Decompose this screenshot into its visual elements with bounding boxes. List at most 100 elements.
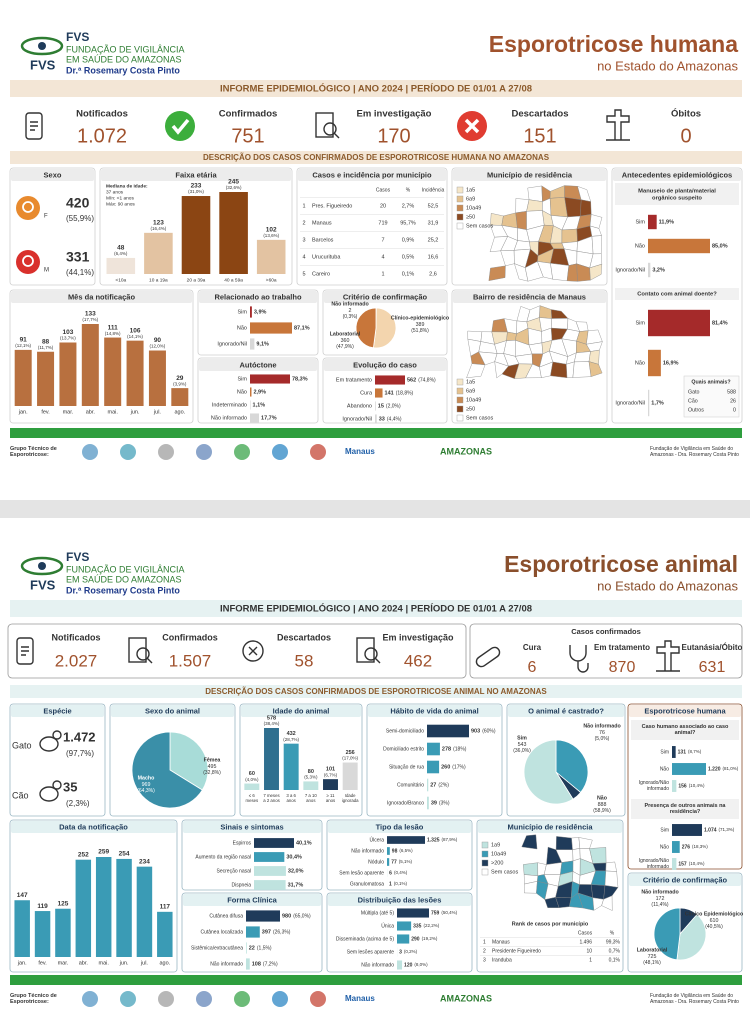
panel-title: Antecedentes epidemiológicos: [622, 170, 732, 179]
percent-label: (14,1%): [127, 334, 143, 339]
panel-title: Município de residência: [507, 822, 593, 831]
footer-fvs: Fundação de Vigilância em Saúde do Amazon…: [650, 446, 739, 458]
percent-label: (0,1%): [394, 881, 408, 886]
panel: [322, 357, 448, 424]
table-cell: 7: [381, 237, 384, 243]
map-region: [550, 361, 568, 378]
kpi-value: 6: [528, 659, 537, 676]
bar: [672, 841, 680, 853]
bar: [104, 337, 122, 406]
slice-label: Clínico-epidemiológico: [391, 315, 450, 321]
table-cell: 52,5: [428, 203, 439, 209]
percent-label: (71,3%): [719, 827, 735, 832]
kpi-value: 1.072: [77, 125, 127, 147]
value-label: 9,1%: [256, 341, 269, 347]
bar-label: Cutânea localizada: [200, 929, 243, 935]
banner: [10, 80, 742, 97]
percent-label: (40,5%): [705, 924, 723, 930]
table-header: %: [406, 187, 411, 193]
panel-header: [613, 169, 741, 181]
panel-header: [183, 894, 321, 906]
value-label: 123: [153, 220, 164, 227]
value-label: 276: [682, 844, 691, 850]
category-label: abr.: [79, 960, 89, 966]
legend-swatch: [456, 195, 464, 203]
pie-slice: [523, 739, 574, 805]
percent-label: (65,0%): [293, 913, 311, 919]
category-label: ≤ 6 meses: [246, 793, 259, 803]
panel-title: Espécie: [43, 706, 71, 715]
logo-pupil: [38, 562, 46, 570]
org-name: FUNDAÇÃO DE VIGILÂNCIA: [66, 44, 185, 54]
bar-label: Abandono: [347, 403, 372, 409]
table-cell: Manaus: [312, 220, 332, 226]
value-label: 578: [267, 715, 276, 721]
panel: [9, 289, 194, 424]
bar: [387, 836, 425, 844]
panel-header: [241, 705, 361, 717]
icon: [242, 640, 264, 662]
value-label: 32,0%: [288, 868, 304, 874]
icon: [30, 121, 38, 131]
bar: [427, 796, 429, 810]
banner-text: INFORME EPIDEMIOLÓGICO | ANO 2024 | PERÍ…: [220, 603, 532, 615]
bar-label: Não informado: [211, 415, 247, 421]
map-region: [466, 363, 486, 379]
value-label: 360: [341, 338, 350, 344]
icon: [606, 109, 630, 141]
species-value: 1.472: [63, 729, 96, 744]
bar: [256, 239, 286, 274]
bar: [264, 728, 279, 790]
value-label: 290: [411, 936, 420, 942]
bar: [387, 858, 390, 866]
bar-label: Sistêmica/extracutânea: [191, 945, 243, 951]
bar-label: Dispneia: [232, 882, 252, 888]
legend-label: 10a49: [466, 397, 481, 403]
percent-label: (58,9%): [593, 808, 611, 814]
map-region: [580, 199, 592, 217]
value-label: 1: [389, 881, 392, 887]
legend-swatch: [456, 387, 464, 395]
panel-title: Evolução do caso: [353, 360, 417, 369]
bar-label: Úlcera: [370, 836, 385, 843]
value-label: 147: [17, 892, 28, 899]
value-label: 17,7%: [261, 415, 277, 421]
section-title: DESCRIÇÃO DOS CASOS CONFIRMADOS DE ESPOR…: [203, 153, 550, 162]
kpi-label: Notificados: [76, 109, 128, 120]
partner-logo: [82, 991, 98, 1007]
kpi-label: Em investigação: [357, 109, 432, 120]
map-region: [591, 235, 602, 255]
age-note: 37 anos: [106, 189, 124, 195]
panel-header: [453, 291, 606, 303]
panel-header: [11, 291, 192, 303]
panel-header: [11, 169, 94, 181]
org-person: Dr.ª Rosemary Costa Pinto: [66, 585, 180, 595]
bar: [427, 724, 469, 738]
panel-header: [629, 705, 741, 717]
logo-pupil: [38, 42, 46, 50]
page-subtitle: no Estado do Amazonas: [597, 58, 738, 73]
value-label: 389: [416, 322, 425, 328]
bar-label: Ignorado/Nil: [342, 416, 372, 422]
value-label: 48: [117, 245, 125, 252]
percent-label: (7,2%): [263, 961, 278, 967]
kpi-box: [7, 623, 467, 679]
percent-label: (2%): [438, 782, 449, 788]
table-cell: 10: [586, 948, 592, 954]
bar: [244, 783, 260, 790]
panel-title: Casos e incidência por município: [312, 170, 432, 179]
value-label: 76: [599, 730, 605, 736]
table-cell: 1: [302, 203, 305, 209]
bar: [672, 824, 702, 836]
percent-label: (1,5%): [257, 945, 272, 951]
table-cell: 3: [483, 957, 486, 963]
bar-label: Não: [635, 360, 645, 366]
sex-value: 420: [66, 195, 90, 211]
panel-header: [368, 705, 501, 717]
bar-label: Não: [635, 243, 645, 249]
partner-logo: [158, 991, 174, 1007]
table-header: %: [610, 930, 615, 936]
percent-label: (11,4%): [651, 902, 668, 908]
map-region: [551, 318, 569, 330]
